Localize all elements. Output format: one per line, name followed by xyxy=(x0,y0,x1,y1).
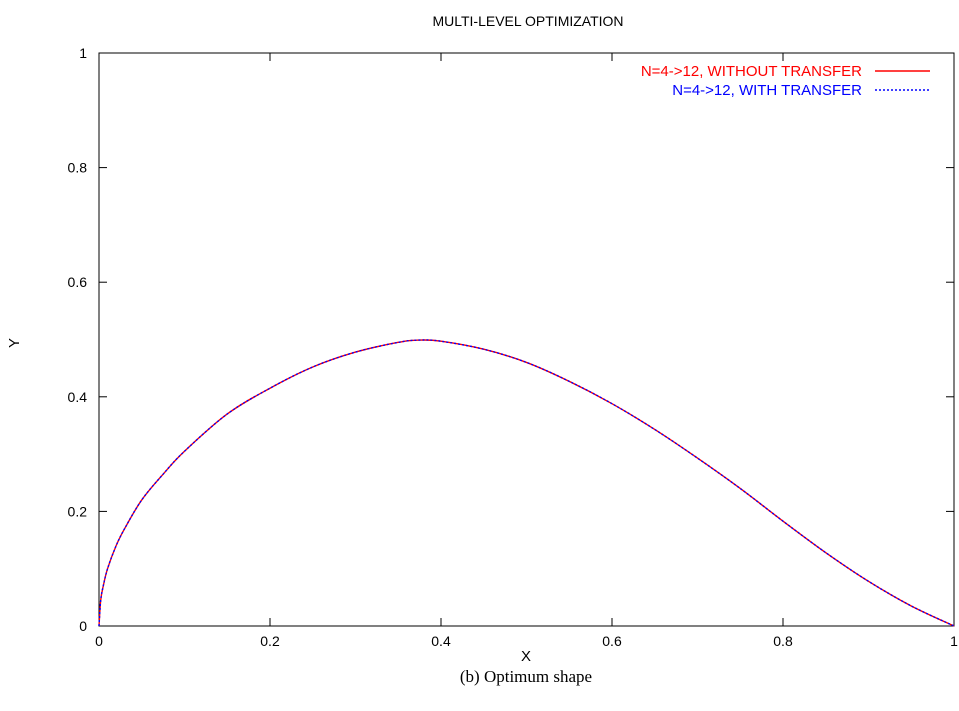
y-tick-label: 1 xyxy=(79,45,87,61)
y-tick-label: 0.4 xyxy=(68,389,88,405)
legend: N=4->12, WITHOUT TRANSFER N=4->12, WITH T… xyxy=(641,63,930,99)
y-tick-label: 0 xyxy=(79,618,87,634)
x-axis: 0 0.2 0.4 0.6 0.8 1 xyxy=(95,53,958,649)
y-tick-label: 0.2 xyxy=(68,503,88,519)
x-tick-label: 0.8 xyxy=(773,633,793,649)
x-tick-label: 0.6 xyxy=(602,633,622,649)
plot-area-frame xyxy=(98,52,955,627)
y-tick-label: 0.8 xyxy=(68,160,88,176)
x-tick-label: 0.4 xyxy=(431,633,451,649)
y-tick-label: 0.6 xyxy=(68,274,88,290)
x-tick-label: 0.2 xyxy=(260,633,280,649)
legend-label-1: N=4->12, WITHOUT TRANSFER xyxy=(641,63,862,80)
figure-caption: (b) Optimum shape xyxy=(460,667,592,686)
legend-label-2: N=4->12, WITH TRANSFER xyxy=(672,82,862,99)
chart-title: MULTI-LEVEL OPTIMIZATION xyxy=(432,13,623,29)
series-line-1 xyxy=(98,339,955,627)
y-axis: 0 0.2 0.4 0.6 0.8 1 xyxy=(68,45,954,634)
x-axis-label: X xyxy=(521,648,531,665)
x-tick-label: 0 xyxy=(95,633,103,649)
y-axis-label: Y xyxy=(6,338,23,348)
series-layer xyxy=(98,339,955,627)
x-tick-label: 1 xyxy=(950,633,958,649)
series-line-2 xyxy=(98,339,955,627)
